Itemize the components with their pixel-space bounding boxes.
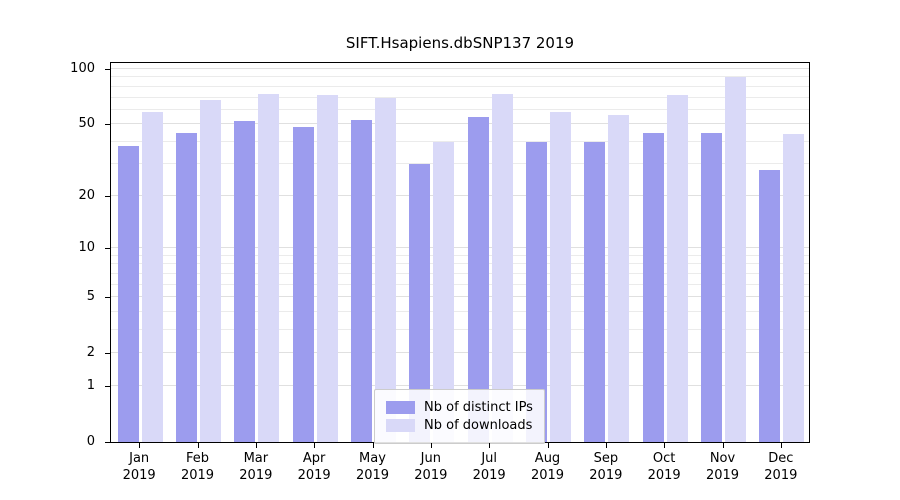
bar-distinct-ips-feb: [176, 132, 197, 442]
major-gridline: [111, 296, 809, 298]
minor-gridline: [111, 328, 809, 330]
minor-gridline: [111, 283, 809, 285]
y-tick-label: 20: [78, 187, 95, 203]
x-tick-mark: [489, 443, 491, 448]
minor-gridline: [111, 140, 809, 142]
x-tick-label-mar: Mar 2019: [239, 451, 273, 483]
x-tick-mark: [605, 443, 607, 448]
bar-downloads-dec: [783, 134, 805, 442]
x-tick-label-oct: Oct 2019: [647, 451, 681, 483]
major-gridline: [111, 194, 809, 196]
x-tick-mark: [139, 443, 141, 448]
legend-label-downloads: Nb of downloads: [424, 418, 533, 433]
minor-gridline: [111, 254, 809, 256]
bar-downloads-apr: [316, 95, 338, 442]
y-tick-label: 5: [86, 289, 95, 305]
bar-distinct-ips-mar: [234, 121, 256, 442]
y-tick-mark: [105, 385, 110, 387]
legend-item-downloads: Nb of downloads: [386, 418, 533, 433]
bar-downloads-jul: [491, 94, 513, 442]
bar-downloads-sep: [608, 115, 630, 442]
x-tick-mark: [430, 443, 432, 448]
major-gridline: [111, 352, 809, 354]
y-tick-mark: [105, 248, 110, 250]
y-tick-label: 100: [70, 61, 95, 76]
major-gridline: [111, 247, 809, 249]
bar-downloads-mar: [258, 94, 280, 442]
bar-distinct-ips-jul: [467, 116, 489, 442]
y-tick-mark: [105, 69, 110, 70]
bar-downloads-may: [375, 97, 396, 442]
bar-distinct-ips-dec: [759, 169, 781, 442]
x-tick-label-sep: Sep 2019: [589, 451, 623, 483]
minor-gridline: [111, 108, 809, 110]
x-tick-mark: [255, 443, 257, 448]
x-tick-mark: [547, 443, 549, 448]
x-tick-mark: [197, 443, 199, 448]
x-tick-mark: [722, 443, 724, 448]
bar-distinct-ips-nov: [701, 132, 722, 442]
minor-gridline: [111, 263, 809, 265]
y-tick-label: 2: [86, 345, 95, 361]
y-tick-mark: [105, 353, 110, 355]
bar-distinct-ips-jan: [117, 145, 139, 442]
minor-gridline: [111, 76, 809, 78]
y-tick-mark: [105, 297, 110, 299]
plot-area: Nb of distinct IPs Nb of downloads: [110, 62, 810, 444]
bar-downloads-jun: [433, 141, 455, 442]
legend-swatch-distinct-ips: [386, 401, 415, 414]
x-tick-label-jun: Jun 2019: [414, 451, 448, 483]
y-tick-mark: [105, 124, 110, 126]
x-tick-label-dec: Dec 2019: [764, 451, 798, 483]
legend: Nb of distinct IPs Nb of downloads: [374, 389, 545, 444]
legend-swatch-downloads: [386, 419, 415, 432]
bar-distinct-ips-oct: [642, 132, 664, 442]
x-tick-mark: [314, 443, 316, 448]
x-tick-label-aug: Aug 2019: [530, 451, 565, 483]
x-tick-label-jul: Jul 2019: [472, 451, 506, 483]
y-tick-label: 50: [78, 116, 95, 132]
x-tick-mark: [664, 443, 666, 448]
bar-distinct-ips-sep: [584, 141, 606, 442]
bar-downloads-jan: [141, 112, 163, 442]
y-tick-label: 1: [86, 377, 95, 393]
minor-gridline: [111, 96, 809, 98]
bar-downloads-feb: [200, 99, 221, 442]
major-gridline: [111, 384, 809, 386]
chart-title: SIFT.Hsapiens.dbSNP137 2019: [345, 34, 575, 52]
major-gridline: [111, 68, 809, 69]
minor-gridline: [111, 272, 809, 274]
x-tick-mark: [372, 443, 374, 448]
major-gridline: [111, 123, 809, 125]
x-tick-label-feb: Feb 2019: [180, 451, 215, 483]
bar-downloads-aug: [550, 112, 571, 442]
bar-distinct-ips-aug: [526, 141, 547, 442]
y-tick-mark: [105, 195, 110, 197]
minor-gridline: [111, 310, 809, 312]
x-tick-label-apr: Apr 2019: [297, 451, 331, 483]
bar-distinct-ips-jun: [409, 164, 431, 442]
y-tick-label: 10: [78, 240, 95, 256]
legend-item-distinct-ips: Nb of distinct IPs: [386, 400, 533, 415]
x-tick-mark: [780, 443, 782, 448]
y-tick-label: 0: [86, 434, 95, 449]
y-tick-mark: [105, 442, 110, 443]
x-tick-label-jan: Jan 2019: [122, 451, 156, 483]
x-tick-label-may: May 2019: [355, 451, 390, 483]
legend-label-distinct-ips: Nb of distinct IPs: [424, 400, 533, 415]
bar-downloads-oct: [666, 95, 688, 442]
minor-gridline: [111, 163, 809, 165]
bar-distinct-ips-apr: [292, 127, 314, 442]
minor-gridline: [111, 85, 809, 87]
bar-downloads-nov: [725, 77, 746, 442]
bar-distinct-ips-may: [351, 119, 372, 442]
x-tick-label-nov: Nov 2019: [705, 451, 740, 483]
